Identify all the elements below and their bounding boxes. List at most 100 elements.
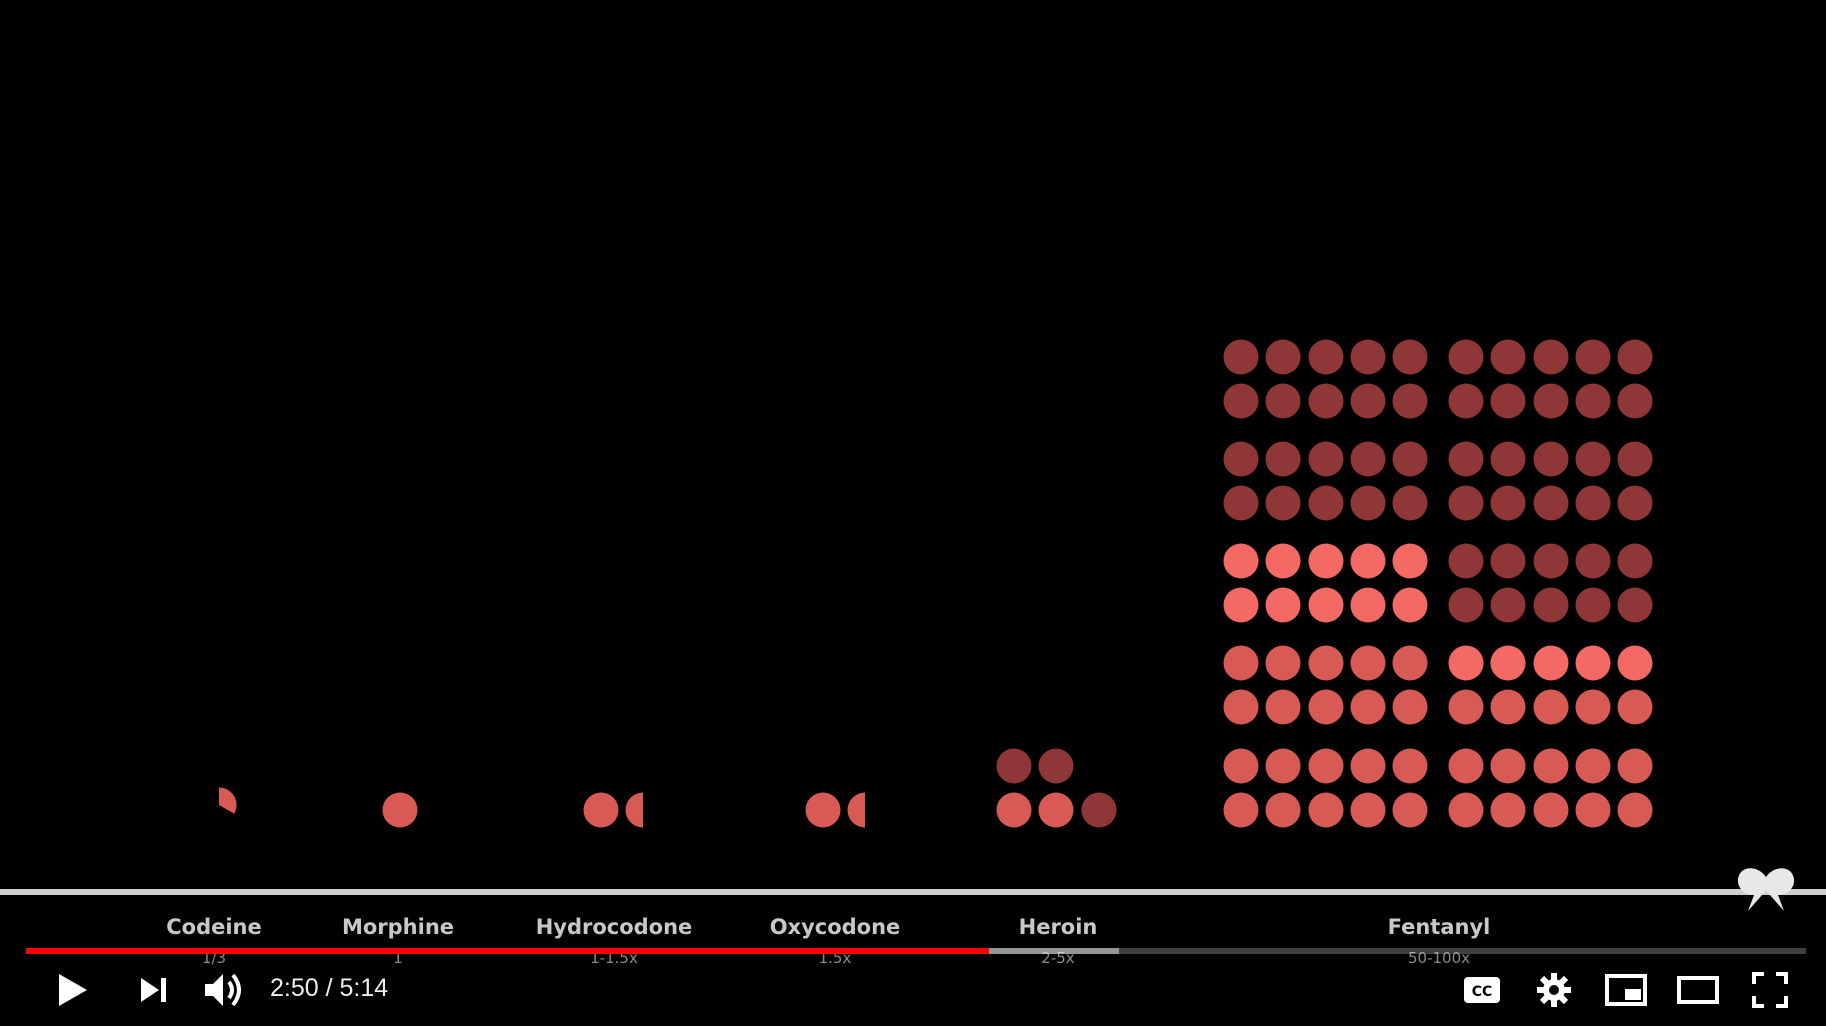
fentanyl-dot [1533, 792, 1569, 828]
next-icon [141, 978, 166, 1002]
fentanyl-dot [1533, 587, 1569, 623]
fentanyl-dot [1265, 587, 1301, 623]
fentanyl-dot [1448, 792, 1484, 828]
fentanyl-dot [1350, 748, 1386, 784]
captions-button[interactable]: CC [1456, 960, 1508, 1020]
fentanyl-dot [1575, 748, 1611, 784]
fentanyl-dot [1448, 587, 1484, 623]
fentanyl-dot [1490, 383, 1526, 419]
fentanyl-dot [1448, 485, 1484, 521]
miniplayer-button[interactable] [1600, 960, 1652, 1020]
fentanyl-dot [1617, 689, 1653, 725]
fentanyl-dot [1392, 543, 1428, 579]
fentanyl-dot [1265, 748, 1301, 784]
time-display: 2:50 / 5:14 [270, 974, 388, 1003]
fentanyl-dot [1617, 339, 1653, 375]
drug-label-fentanyl: Fentanyl 50-100x [1339, 915, 1539, 967]
heroin-dot [1038, 748, 1074, 784]
heroin-dot [1081, 792, 1117, 828]
fentanyl-dot [1350, 543, 1386, 579]
fullscreen-button[interactable] [1744, 960, 1796, 1020]
drug-name: Oxycodone [769, 915, 901, 939]
fentanyl-dot [1617, 645, 1653, 681]
fentanyl-dot [1223, 748, 1259, 784]
fentanyl-dot [1308, 689, 1344, 725]
drug-name: Hydrocodone [535, 915, 693, 939]
fentanyl-dot [1308, 383, 1344, 419]
fentanyl-dot [1575, 485, 1611, 521]
watermark-logo [1737, 868, 1795, 911]
drug-name: Codeine [166, 915, 262, 939]
play-icon [59, 974, 87, 1006]
time-current: 2:50 [270, 974, 319, 1002]
fentanyl-dot [1533, 543, 1569, 579]
fentanyl-dot [1617, 485, 1653, 521]
cc-icon: CC [1464, 977, 1500, 1003]
drug-potency: 50-100x [1407, 949, 1470, 967]
next-button[interactable] [128, 960, 180, 1020]
settings-button[interactable] [1528, 960, 1580, 1020]
fentanyl-dot [1308, 441, 1344, 477]
heroin-dot [996, 748, 1032, 784]
fentanyl-dot [1490, 689, 1526, 725]
volume-icon [205, 973, 241, 1007]
fentanyl-dot [1575, 543, 1611, 579]
fentanyl-dot [1490, 543, 1526, 579]
fentanyl-dot [1350, 587, 1386, 623]
fentanyl-dot [1448, 383, 1484, 419]
time-total: 5:14 [339, 974, 389, 1002]
fentanyl-dot [1223, 587, 1259, 623]
fentanyl-dot [1392, 645, 1428, 681]
potency-dots-visual [219, 339, 1653, 828]
fentanyl-dot [1448, 645, 1484, 681]
drug-name: Morphine [341, 915, 455, 939]
fentanyl-dot [1223, 441, 1259, 477]
fentanyl-dot [1617, 587, 1653, 623]
fentanyl-dot [1392, 485, 1428, 521]
fentanyl-dot [1308, 339, 1344, 375]
fentanyl-dot [1490, 485, 1526, 521]
volume-button[interactable] [198, 960, 250, 1020]
fentanyl-dot [1392, 587, 1428, 623]
fentanyl-dot [1617, 543, 1653, 579]
fentanyl-dot [1533, 689, 1569, 725]
settings-icon [1537, 973, 1571, 1007]
fentanyl-dot [1265, 543, 1301, 579]
fentanyl-dot [1575, 689, 1611, 725]
fentanyl-dot [1490, 441, 1526, 477]
fentanyl-dot [1350, 689, 1386, 725]
fentanyl-dot [1392, 689, 1428, 725]
fentanyl-dot [1448, 339, 1484, 375]
fentanyl-dot [1350, 383, 1386, 419]
fentanyl-dot [1392, 748, 1428, 784]
fentanyl-dot [1617, 441, 1653, 477]
play-button[interactable] [46, 960, 98, 1020]
theater-mode-button[interactable] [1672, 960, 1724, 1020]
fentanyl-dot [1223, 383, 1259, 419]
control-bar: 2:50 / 5:14 CC [0, 960, 1826, 1026]
drug-label-hydrocodone: Hydrocodone 1-1.5x [514, 915, 714, 967]
cc-label: CC [1472, 984, 1493, 1000]
progress-played [26, 948, 989, 954]
time-separator: / [325, 974, 333, 1002]
fentanyl-dot [1575, 441, 1611, 477]
fentanyl-dot [1490, 748, 1526, 784]
fentanyl-dot [1265, 383, 1301, 419]
oxycodone-dot [805, 792, 841, 828]
fentanyl-dot [1265, 485, 1301, 521]
fentanyl-dot [1350, 339, 1386, 375]
fentanyl-dot [1392, 792, 1428, 828]
fentanyl-dot [1350, 485, 1386, 521]
fentanyl-dot [1308, 587, 1344, 623]
fentanyl-dot [1308, 543, 1344, 579]
fentanyl-dot [1392, 339, 1428, 375]
fentanyl-dot [1448, 748, 1484, 784]
progress-bar[interactable] [26, 948, 1806, 954]
hydrocodone-partial-dot [625, 792, 643, 828]
heroin-dot [996, 792, 1032, 828]
drug-name: Heroin [1018, 915, 1098, 939]
potency-axis-line [0, 889, 1826, 895]
fentanyl-dot [1575, 587, 1611, 623]
fentanyl-dot [1223, 645, 1259, 681]
